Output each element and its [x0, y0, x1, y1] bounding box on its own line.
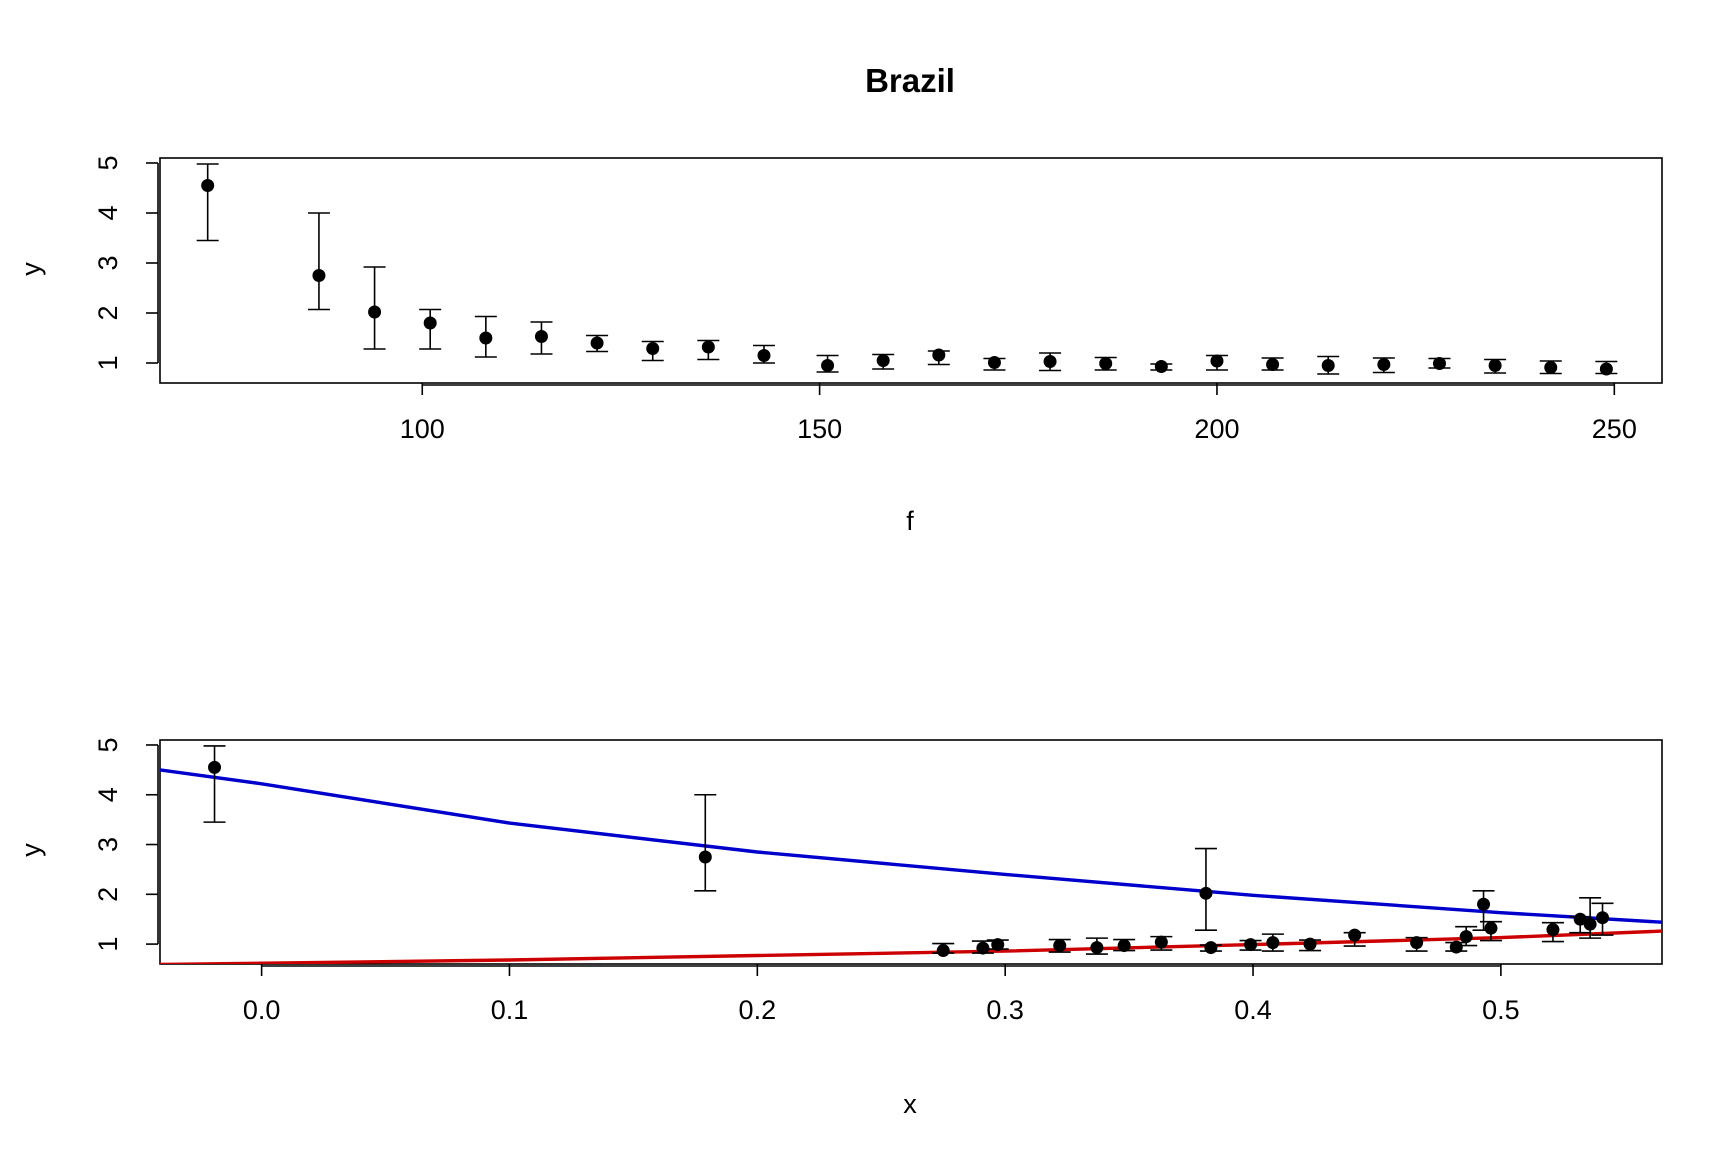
top-data-point [590, 336, 604, 350]
bottom-data-point [1154, 935, 1168, 949]
bottom-data-point [1459, 930, 1473, 944]
top-x-tick-label: 250 [1592, 414, 1637, 444]
top-y-axis-title: y [16, 262, 46, 276]
chart-title: Brazil [865, 62, 955, 99]
bottom-x-tick-label: 0.3 [986, 995, 1024, 1025]
top-data-point [646, 342, 660, 355]
top-data-point [479, 331, 493, 345]
top-data-point [1210, 354, 1224, 368]
bottom-y-tick-label: 2 [93, 887, 123, 902]
top-data-point [368, 305, 382, 319]
bottom-data-point [1477, 897, 1491, 911]
bottom-data-point [1449, 940, 1463, 954]
top-data-point [701, 340, 715, 354]
bottom-data-point [1348, 928, 1362, 942]
bottom-data-point [1484, 921, 1498, 935]
bottom-data-point [1117, 939, 1131, 953]
top-data-point [201, 179, 215, 192]
top-data-point [987, 356, 1001, 369]
top-x-tick-label: 100 [400, 414, 445, 444]
top-y-tick-label: 4 [93, 205, 123, 220]
bottom-data-point [1303, 937, 1317, 951]
top-x-tick-label: 150 [797, 414, 842, 444]
top-x-axis-title: f [906, 506, 914, 536]
top-data-point [876, 354, 890, 367]
bottom-x-axis-title: x [903, 1089, 917, 1119]
bottom-data-point [1266, 936, 1280, 950]
top-panel: f y 100 150 200 250 1 2 3 4 5 [16, 155, 1663, 536]
bottom-data-point [936, 944, 950, 958]
bottom-data-point [1546, 923, 1560, 937]
bottom-data-point [1204, 941, 1218, 955]
bottom-data-point [698, 850, 712, 864]
top-x-tick-label: 200 [1194, 414, 1239, 444]
bottom-x-tick-label: 0.1 [491, 995, 529, 1025]
top-data-point [423, 316, 437, 330]
bottom-plot-frame [159, 739, 1663, 965]
bottom-x-tick-label: 0.2 [739, 995, 777, 1025]
bottom-data-point [991, 938, 1005, 952]
bottom-data-point [208, 760, 222, 774]
top-data-point [1099, 357, 1113, 370]
top-data-point [1377, 358, 1391, 371]
top-data-point [312, 269, 326, 282]
bottom-data-point [1596, 911, 1610, 925]
top-data-point [757, 349, 771, 362]
bottom-x-tick-label: 0.5 [1482, 995, 1520, 1025]
bottom-data-point [1053, 939, 1067, 953]
top-data-point [1599, 362, 1613, 376]
top-data-point [1321, 359, 1335, 372]
bottom-y-tick-label: 1 [93, 937, 123, 952]
top-y-tick-label: 3 [93, 255, 123, 270]
top-data-point [932, 348, 946, 362]
bottom-data-point [1090, 941, 1104, 955]
bottom-y-tick-label: 4 [93, 787, 123, 802]
top-data-point [821, 359, 835, 372]
top-data-point [1544, 361, 1558, 374]
top-data-point [1432, 357, 1446, 370]
top-y-tick-label: 5 [93, 155, 123, 170]
bottom-data-point [1244, 938, 1258, 952]
top-data-point [1266, 358, 1280, 371]
top-plot-frame [159, 157, 1663, 384]
bottom-y-axis-title: y [16, 843, 46, 857]
top-y-tick-label: 1 [93, 355, 123, 370]
top-data-point [1488, 359, 1502, 372]
bottom-fit-curve-red [160, 929, 1662, 964]
bottom-x-tick-label: 0.0 [243, 995, 281, 1025]
bottom-y-tick-label: 5 [93, 737, 123, 752]
bottom-data-point [1573, 912, 1587, 926]
top-y-tick-label: 2 [93, 305, 123, 320]
bottom-x-tick-label: 0.4 [1234, 995, 1272, 1025]
bottom-data-point [1410, 936, 1424, 950]
bottom-data-point [976, 941, 990, 955]
top-data-point [534, 330, 548, 343]
top-data-point [1154, 360, 1168, 373]
bottom-data-point [1583, 917, 1597, 931]
bottom-y-tick-label: 3 [93, 837, 123, 852]
bottom-data-point [1199, 886, 1213, 900]
top-data-point [1043, 355, 1057, 368]
bottom-panel: x y 0.0 0.1 0.2 0.3 0.4 0.5 1 2 3 4 5 [16, 737, 1663, 1119]
bottom-fit-curve-blue [160, 768, 1662, 924]
